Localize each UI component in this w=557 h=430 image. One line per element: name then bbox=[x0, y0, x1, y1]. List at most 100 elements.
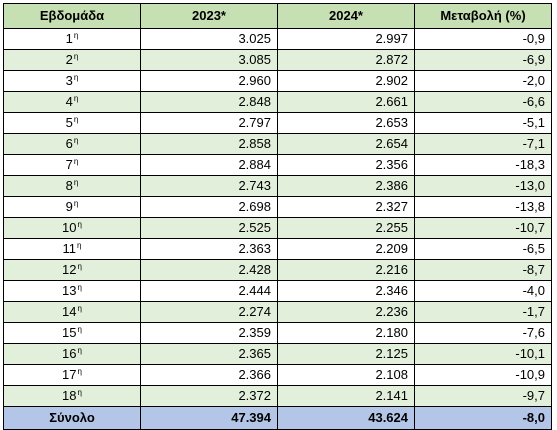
week-cell: 1η bbox=[3, 28, 141, 50]
week-ordinal-suffix: η bbox=[77, 345, 82, 355]
week-cell: 11η bbox=[3, 238, 141, 260]
value-2023-cell: 2.858 bbox=[140, 133, 278, 155]
week-cell: 8η bbox=[3, 175, 141, 197]
table-row: 10η 2.525 2.255 -10,7 bbox=[3, 217, 552, 239]
week-ordinal-suffix: η bbox=[73, 156, 79, 166]
change-cell: -6,9 bbox=[414, 49, 552, 71]
value-2023-cell: 2.365 bbox=[140, 343, 278, 365]
week-number: 13 bbox=[62, 283, 77, 298]
change-cell: -4,0 bbox=[414, 280, 552, 302]
table-row: 17η 2.366 2.108 -10,9 bbox=[3, 364, 552, 386]
total-2024: 43.624 bbox=[277, 406, 415, 430]
table-body: 1η 3.025 2.997 -0,9 2η 3.085 2.872 -6,9 3η 2.960 2… bbox=[3, 28, 552, 407]
table-row: 15η 2.359 2.180 -7,6 bbox=[3, 322, 552, 344]
value-2024-cell: 2.653 bbox=[277, 112, 415, 134]
table-row: 14η 2.274 2.236 -1,7 bbox=[3, 301, 552, 323]
header-week: Εβδομάδα bbox=[3, 3, 141, 29]
table-row: 12η 2.428 2.216 -8,7 bbox=[3, 259, 552, 281]
week-ordinal-suffix: η bbox=[77, 366, 82, 376]
change-cell: -6,5 bbox=[414, 238, 552, 260]
value-2024-cell: 2.997 bbox=[277, 28, 415, 50]
week-cell: 2η bbox=[3, 49, 141, 71]
value-2024-cell: 2.386 bbox=[277, 175, 415, 197]
total-change: -8,0 bbox=[414, 406, 552, 430]
value-2024-cell: 2.236 bbox=[277, 301, 415, 323]
week-ordinal-suffix: η bbox=[77, 303, 82, 313]
week-ordinal-suffix: η bbox=[73, 135, 79, 145]
week-ordinal-suffix: η bbox=[77, 282, 82, 292]
value-2023-cell: 2.372 bbox=[140, 385, 278, 407]
week-ordinal-suffix: η bbox=[77, 261, 82, 271]
week-ordinal-suffix: η bbox=[77, 219, 82, 229]
value-2024-cell: 2.346 bbox=[277, 280, 415, 302]
value-2023-cell: 2.525 bbox=[140, 217, 278, 239]
change-cell: -10,9 bbox=[414, 364, 552, 386]
value-2023-cell: 2.743 bbox=[140, 175, 278, 197]
value-2023-cell: 2.848 bbox=[140, 91, 278, 113]
table-row: 8η 2.743 2.386 -13,0 bbox=[3, 175, 552, 197]
table-row: 3η 2.960 2.902 -2,0 bbox=[3, 70, 552, 92]
week-number: 17 bbox=[62, 367, 77, 382]
value-2024-cell: 2.125 bbox=[277, 343, 415, 365]
weekly-data-table-container: Εβδομάδα 2023* 2024* Μεταβολή (%) 1η 3.02… bbox=[3, 3, 552, 430]
week-number: 4 bbox=[65, 94, 73, 109]
value-2023-cell: 2.698 bbox=[140, 196, 278, 218]
header-change: Μεταβολή (%) bbox=[414, 3, 552, 29]
total-label: Σύνολο bbox=[3, 406, 141, 430]
week-ordinal-suffix: η bbox=[73, 30, 79, 40]
value-2023-cell: 3.085 bbox=[140, 49, 278, 71]
value-2024-cell: 2.902 bbox=[277, 70, 415, 92]
value-2024-cell: 2.180 bbox=[277, 322, 415, 344]
week-number: 10 bbox=[62, 220, 77, 235]
week-cell: 13η bbox=[3, 280, 141, 302]
value-2024-cell: 2.872 bbox=[277, 49, 415, 71]
week-number: 16 bbox=[62, 346, 77, 361]
value-2024-cell: 2.255 bbox=[277, 217, 415, 239]
value-2023-cell: 2.960 bbox=[140, 70, 278, 92]
week-cell: 6η bbox=[3, 133, 141, 155]
value-2023-cell: 2.884 bbox=[140, 154, 278, 176]
table-footer: Σύνολο 47.394 43.624 -8,0 bbox=[3, 406, 552, 430]
change-cell: -8,7 bbox=[414, 259, 552, 281]
value-2023-cell: 2.797 bbox=[140, 112, 278, 134]
table-row: 4η 2.848 2.661 -6,6 bbox=[3, 91, 552, 113]
table-row: 6η 2.858 2.654 -7,1 bbox=[3, 133, 552, 155]
value-2024-cell: 2.209 bbox=[277, 238, 415, 260]
header-2023: 2023* bbox=[140, 3, 278, 29]
week-number: 6 bbox=[65, 136, 73, 151]
header-2024: 2024* bbox=[277, 3, 415, 29]
change-cell: -0,9 bbox=[414, 28, 552, 50]
table-header: Εβδομάδα 2023* 2024* Μεταβολή (%) bbox=[3, 3, 552, 29]
change-cell: -6,6 bbox=[414, 91, 552, 113]
week-cell: 5η bbox=[3, 112, 141, 134]
change-cell: -1,7 bbox=[414, 301, 552, 323]
week-number: 7 bbox=[65, 157, 73, 172]
change-cell: -2,0 bbox=[414, 70, 552, 92]
change-cell: -18,3 bbox=[414, 154, 552, 176]
week-ordinal-suffix: η bbox=[77, 387, 82, 397]
change-cell: -10,1 bbox=[414, 343, 552, 365]
week-number: 3 bbox=[65, 73, 73, 88]
week-ordinal-suffix: η bbox=[73, 114, 79, 124]
week-cell: 17η bbox=[3, 364, 141, 386]
value-2024-cell: 2.661 bbox=[277, 91, 415, 113]
change-cell: -7,1 bbox=[414, 133, 552, 155]
week-ordinal-suffix: η bbox=[73, 51, 79, 61]
value-2023-cell: 2.366 bbox=[140, 364, 278, 386]
week-cell: 9η bbox=[3, 196, 141, 218]
week-number: 5 bbox=[65, 115, 73, 130]
week-ordinal-suffix: η bbox=[73, 93, 79, 103]
table-row: 7η 2.884 2.356 -18,3 bbox=[3, 154, 552, 176]
value-2023-cell: 2.428 bbox=[140, 259, 278, 281]
week-ordinal-suffix: η bbox=[73, 198, 79, 208]
value-2024-cell: 2.108 bbox=[277, 364, 415, 386]
table-row: 1η 3.025 2.997 -0,9 bbox=[3, 28, 552, 50]
week-number: 15 bbox=[62, 325, 77, 340]
value-2023-cell: 2.444 bbox=[140, 280, 278, 302]
week-ordinal-suffix: η bbox=[77, 324, 82, 334]
week-number: 8 bbox=[65, 178, 73, 193]
week-number: 11 bbox=[62, 241, 77, 256]
change-cell: -13,0 bbox=[414, 175, 552, 197]
value-2024-cell: 2.216 bbox=[277, 259, 415, 281]
week-ordinal-suffix: η bbox=[73, 72, 79, 82]
